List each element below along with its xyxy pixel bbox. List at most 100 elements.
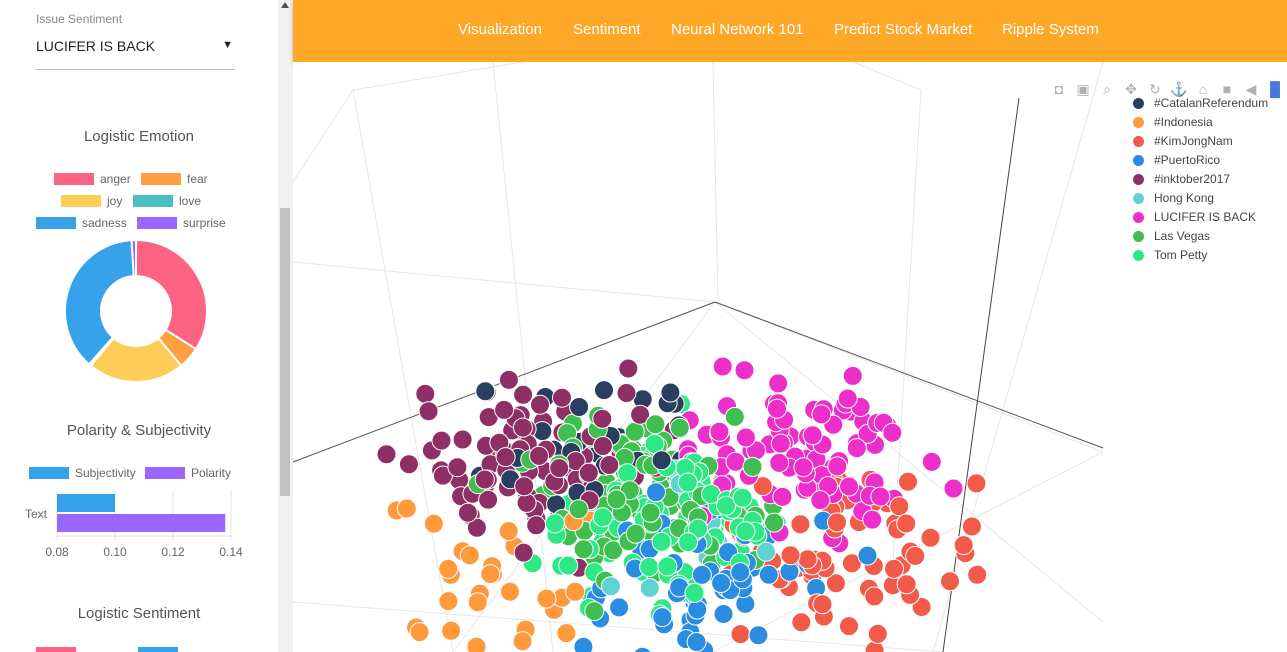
scatter-point[interactable]	[770, 433, 791, 454]
scatter-point[interactable]	[592, 436, 613, 456]
scatter-point[interactable]	[793, 457, 814, 478]
scatter-point[interactable]	[657, 556, 678, 577]
turntable-icon[interactable]: ⚓	[1170, 81, 1188, 97]
bar-polarity[interactable]	[57, 514, 226, 532]
scatter-legend-item[interactable]: LUCIFER IS BACK	[1133, 210, 1256, 224]
emotion-legend-fear[interactable]: fear	[141, 172, 208, 186]
scatter-point[interactable]	[639, 557, 660, 577]
scatter-point[interactable]	[594, 380, 614, 401]
scatter-point[interactable]	[498, 521, 519, 542]
scatter-point[interactable]	[600, 576, 621, 597]
scatter-point[interactable]	[652, 607, 673, 628]
scatter-point[interactable]	[684, 582, 705, 603]
scatter-point[interactable]	[842, 365, 863, 386]
scatter-point[interactable]	[639, 578, 660, 598]
scatter-point[interactable]	[645, 414, 666, 435]
home-icon[interactable]: ⌂	[1198, 81, 1208, 97]
scatter-point[interactable]	[480, 564, 501, 585]
scatter-point[interactable]	[584, 601, 605, 622]
camera-reset-icon[interactable]: ■	[1222, 81, 1232, 97]
scatter-point[interactable]	[734, 360, 755, 381]
scatter-point[interactable]	[447, 457, 468, 478]
scatter-legend-item[interactable]: #inktober2017	[1133, 172, 1230, 186]
scatter-point[interactable]	[467, 592, 488, 613]
scatter-point[interactable]	[514, 476, 535, 497]
emotion-legend-anger[interactable]: anger	[54, 172, 131, 186]
scatter-point[interactable]	[961, 516, 982, 537]
issue-select[interactable]: LUCIFER IS BACK ▼	[36, 36, 235, 70]
nav-ripple-system[interactable]: Ripple System	[1002, 21, 1099, 38]
scatter-point[interactable]	[758, 564, 779, 585]
scatter-point[interactable]	[438, 591, 459, 612]
scatter3d-plot[interactable]: ◘ ▣ ⌕ ✥ ↻ ⚓ ⌂ ■ ◀ ▐▌ #CatalanReferendum #…	[293, 62, 1287, 652]
scatter-point[interactable]	[544, 513, 565, 534]
scatter-point[interactable]	[478, 489, 499, 510]
scatter-point[interactable]	[966, 473, 987, 494]
scatter-point[interactable]	[441, 620, 462, 641]
scatter-point[interactable]	[711, 573, 732, 593]
scrollbar-thumb[interactable]	[280, 208, 290, 496]
scatter-point[interactable]	[526, 515, 547, 536]
scatter-point[interactable]	[466, 517, 487, 538]
scatter-point[interactable]	[920, 527, 941, 548]
scatter-point[interactable]	[603, 540, 624, 561]
scatter-point[interactable]	[827, 512, 847, 533]
nav-visualization[interactable]: Visualization	[458, 21, 542, 38]
scatter-point[interactable]	[609, 597, 630, 618]
scatter-point[interactable]	[398, 454, 419, 475]
scatter-point[interactable]	[606, 489, 627, 510]
scatter-point[interactable]	[837, 388, 858, 409]
pan-icon[interactable]: ✥	[1125, 81, 1137, 97]
scatter-point[interactable]	[752, 476, 773, 497]
scatter-point[interactable]	[500, 581, 520, 602]
polarity-legend-polarity[interactable]: Polarity	[145, 466, 231, 480]
scatter-point[interactable]	[431, 430, 452, 451]
scatter-point[interactable]	[592, 408, 613, 429]
scatter-point[interactable]	[712, 356, 733, 377]
scatter-point[interactable]	[748, 625, 769, 646]
camera-icon[interactable]: ◘	[1054, 81, 1064, 97]
scatter-point[interactable]	[568, 499, 589, 520]
scatter-legend-item[interactable]: Tom Petty	[1133, 248, 1207, 262]
scatter-legend-item[interactable]: #CatalanReferendum	[1133, 96, 1268, 110]
scatter-point[interactable]	[812, 594, 833, 615]
scroll-up-arrow-icon[interactable]	[281, 2, 289, 8]
scatter-point[interactable]	[640, 502, 661, 523]
scatter-point[interactable]	[677, 472, 698, 493]
scatter-point[interactable]	[691, 564, 712, 585]
scatter-point[interactable]	[512, 417, 533, 438]
scatter-point[interactable]	[552, 387, 572, 408]
scatter-point[interactable]	[625, 523, 646, 544]
scatter-point[interactable]	[565, 581, 586, 602]
scatter-point[interactable]	[686, 632, 707, 652]
scatter-point[interactable]	[967, 564, 988, 585]
scatter-point[interactable]	[494, 399, 515, 420]
scatter-point[interactable]	[457, 502, 478, 523]
scatter-point[interactable]	[768, 373, 789, 394]
scatter-point[interactable]	[630, 404, 651, 425]
scatter-point[interactable]	[536, 588, 557, 609]
scatter-point[interactable]	[651, 450, 672, 471]
scatter-point[interactable]	[767, 398, 787, 419]
scatter-point[interactable]	[592, 507, 613, 528]
scatter-point[interactable]	[624, 421, 645, 442]
scatter-point[interactable]	[896, 513, 917, 534]
scatter-point[interactable]	[512, 631, 533, 652]
scatter-point[interactable]	[709, 421, 730, 442]
hover-icon[interactable]: ◀	[1245, 81, 1257, 97]
scatter-point[interactable]	[882, 422, 903, 443]
scatter-point[interactable]	[846, 438, 867, 459]
scatter-point[interactable]	[810, 490, 831, 511]
scatter-point[interactable]	[678, 532, 699, 553]
nav-sentiment[interactable]: Sentiment	[573, 21, 641, 38]
scatter-point[interactable]	[651, 531, 672, 552]
donut-slice-surprise[interactable]	[130, 238, 137, 278]
scatter-legend-item[interactable]: Hong Kong	[1133, 191, 1214, 205]
scatter-point[interactable]	[618, 358, 639, 379]
nav-neural-network-101[interactable]: Neural Network 101	[671, 21, 804, 38]
donut-slice-sadness[interactable]	[64, 239, 135, 366]
emotion-legend-sadness[interactable]: sadness	[36, 216, 127, 230]
scatter-point[interactable]	[578, 462, 599, 483]
scatter-point[interactable]	[418, 401, 439, 422]
scatter-point[interactable]	[943, 478, 964, 499]
